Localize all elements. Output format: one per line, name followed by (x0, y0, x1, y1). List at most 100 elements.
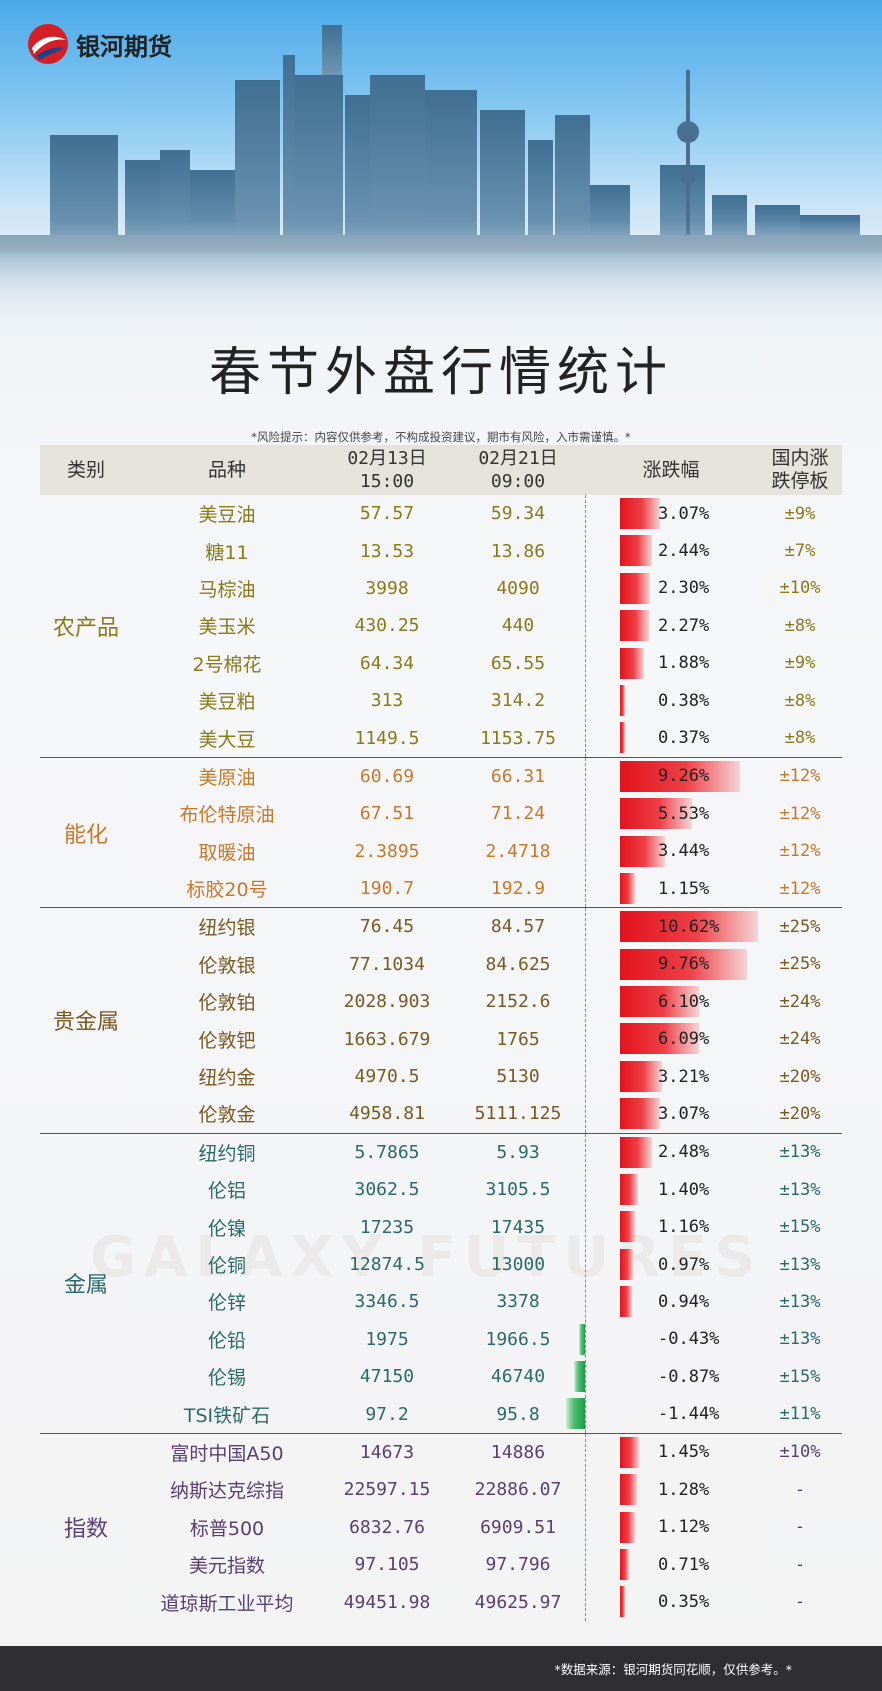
domestic-limit: - (794, 1517, 806, 1538)
domestic-limit: ±24% (779, 991, 821, 1012)
change-bar (620, 610, 650, 642)
price-feb13: 5.7865 (354, 1141, 420, 1163)
change-bar (620, 911, 758, 943)
change-bar-cell (574, 795, 758, 832)
item-name: 纽约铜 (198, 1142, 256, 1165)
price-feb21: 6909.51 (480, 1516, 556, 1538)
change-bar-cell (574, 1095, 758, 1132)
change-bar (620, 1436, 639, 1468)
change-bar-cell (574, 719, 758, 756)
price-feb13: 3998 (365, 577, 409, 599)
price-feb13: 4958.81 (349, 1103, 425, 1125)
table-row: 纳斯达克综指 22597.15 22886.07 1.28% - (40, 1471, 842, 1508)
table-row: 美玉米 430.25 440 2.27% ±8% (40, 607, 842, 644)
table-header: 类别 品种 02月13日 15:00 02月21日 09:00 涨跌幅 国内涨 … (40, 445, 842, 495)
table-row: 纽约金 4970.5 5130 3.21% ±20% (40, 1058, 842, 1095)
price-feb13: 190.7 (359, 878, 415, 900)
domestic-limit: ±15% (779, 1366, 821, 1387)
price-feb21: 59.34 (490, 503, 546, 525)
price-feb21: 5.93 (496, 1141, 540, 1163)
watermark-text: GALAXY FUTURES (90, 1225, 763, 1290)
bar-axis (585, 908, 586, 1133)
price-feb21: 84.625 (485, 953, 551, 975)
item-name: 糖11 (205, 541, 249, 564)
risk-note: *风险提示：内容仅供参考，不构成投资建议，期市有风险，入市需谨慎。* (251, 430, 631, 444)
domestic-limit: ±9% (784, 503, 816, 524)
domestic-limit: ±12% (779, 766, 821, 787)
change-percent: 1.16% (658, 1217, 710, 1238)
item-name: 美玉米 (198, 616, 256, 639)
domestic-limit: ±25% (779, 954, 821, 975)
domestic-limit: ±25% (779, 916, 821, 937)
price-feb13: 430.25 (354, 615, 420, 637)
price-feb13: 22597.15 (343, 1479, 431, 1501)
item-name: 标胶20号 (186, 879, 268, 902)
change-percent: -0.87% (658, 1366, 720, 1387)
bar-axis (585, 1433, 586, 1621)
change-percent: 9.26% (658, 766, 710, 787)
price-feb13: 1149.5 (354, 727, 420, 749)
price-feb21: 5111.125 (474, 1103, 562, 1125)
table-row: 伦锌 3346.5 3378 0.94% ±13% (40, 1283, 842, 1320)
price-feb21: 71.24 (490, 803, 546, 825)
change-bar (620, 1511, 635, 1543)
price-feb13: 49451.98 (343, 1591, 431, 1613)
change-bar (620, 798, 692, 830)
domestic-limit: ±12% (779, 803, 821, 824)
change-bar (620, 1548, 630, 1580)
price-feb13: 76.45 (359, 916, 415, 938)
domestic-limit: ±7% (784, 541, 816, 562)
price-feb13: 3346.5 (354, 1291, 420, 1313)
header-item: 品种 (207, 458, 246, 481)
change-percent: 9.76% (658, 954, 710, 975)
change-percent: 0.38% (658, 690, 710, 711)
group-name: 贵金属 (52, 1010, 119, 1036)
change-percent: 2.44% (658, 541, 710, 562)
change-bar (620, 1586, 625, 1618)
table-body: 农产品 美豆油 57.57 59.34 3.07% ±9% 糖11 13.53 13.86 2.4… (40, 495, 842, 1621)
change-percent: 3.21% (658, 1066, 710, 1087)
price-feb21: 1153.75 (480, 727, 556, 749)
price-feb21: 1765 (496, 1028, 540, 1050)
change-bar (620, 722, 625, 754)
price-feb13: 6832.76 (349, 1516, 425, 1538)
domestic-limit: ±13% (779, 1254, 821, 1275)
change-bar-cell (574, 1134, 758, 1171)
price-feb13: 3062.5 (354, 1179, 420, 1201)
price-feb13: 313 (370, 690, 404, 712)
change-percent: 1.45% (658, 1442, 710, 1463)
galaxy-logo-icon (28, 24, 68, 64)
price-feb13: 77.1034 (349, 953, 425, 975)
price-feb13: 97.2 (365, 1403, 409, 1425)
table-row: 伦铅 1975 1966.5 -0.43% ±13% (40, 1321, 842, 1358)
market-table: 类别 品种 02月13日 15:00 02月21日 09:00 涨跌幅 国内涨 … (40, 445, 842, 1621)
domestic-limit: ±12% (779, 841, 821, 862)
brand-logo: 银河期货 (26, 22, 172, 66)
change-bar-cell (574, 870, 758, 907)
change-bar (620, 647, 645, 679)
group-energy: 能化 美原油 60.69 66.31 9.26% ±12% 布伦特原油 67.51 71.24 5… (40, 757, 842, 909)
change-bar (620, 1098, 660, 1130)
change-bar (620, 1248, 633, 1280)
table-row: 伦敦银 77.1034 84.625 9.76% ±25% (40, 946, 842, 983)
price-feb13: 1975 (365, 1328, 409, 1350)
change-percent: 3.44% (658, 841, 710, 862)
change-bar (620, 1286, 633, 1318)
change-bar (620, 1174, 639, 1206)
domestic-limit: ±15% (779, 1217, 821, 1238)
domestic-limit: - (794, 1554, 806, 1575)
change-percent: 6.10% (658, 991, 710, 1012)
change-percent: 0.97% (658, 1254, 710, 1275)
group-name: 金属 (63, 1273, 108, 1299)
item-name: 伦敦银 (198, 954, 256, 977)
item-name: 伦铅 (207, 1329, 246, 1352)
change-percent: 10.62% (658, 916, 720, 937)
domestic-limit: ±10% (779, 578, 821, 599)
item-name: 纽约金 (198, 1067, 256, 1090)
change-percent: -1.44% (658, 1404, 720, 1425)
domestic-limit: - (794, 1479, 806, 1500)
table-row: 伦敦金 4958.81 5111.125 3.07% ±20% (40, 1095, 842, 1132)
change-bar-cell (574, 1283, 758, 1320)
price-feb13: 4970.5 (354, 1066, 420, 1088)
change-bar-cell (574, 607, 758, 644)
